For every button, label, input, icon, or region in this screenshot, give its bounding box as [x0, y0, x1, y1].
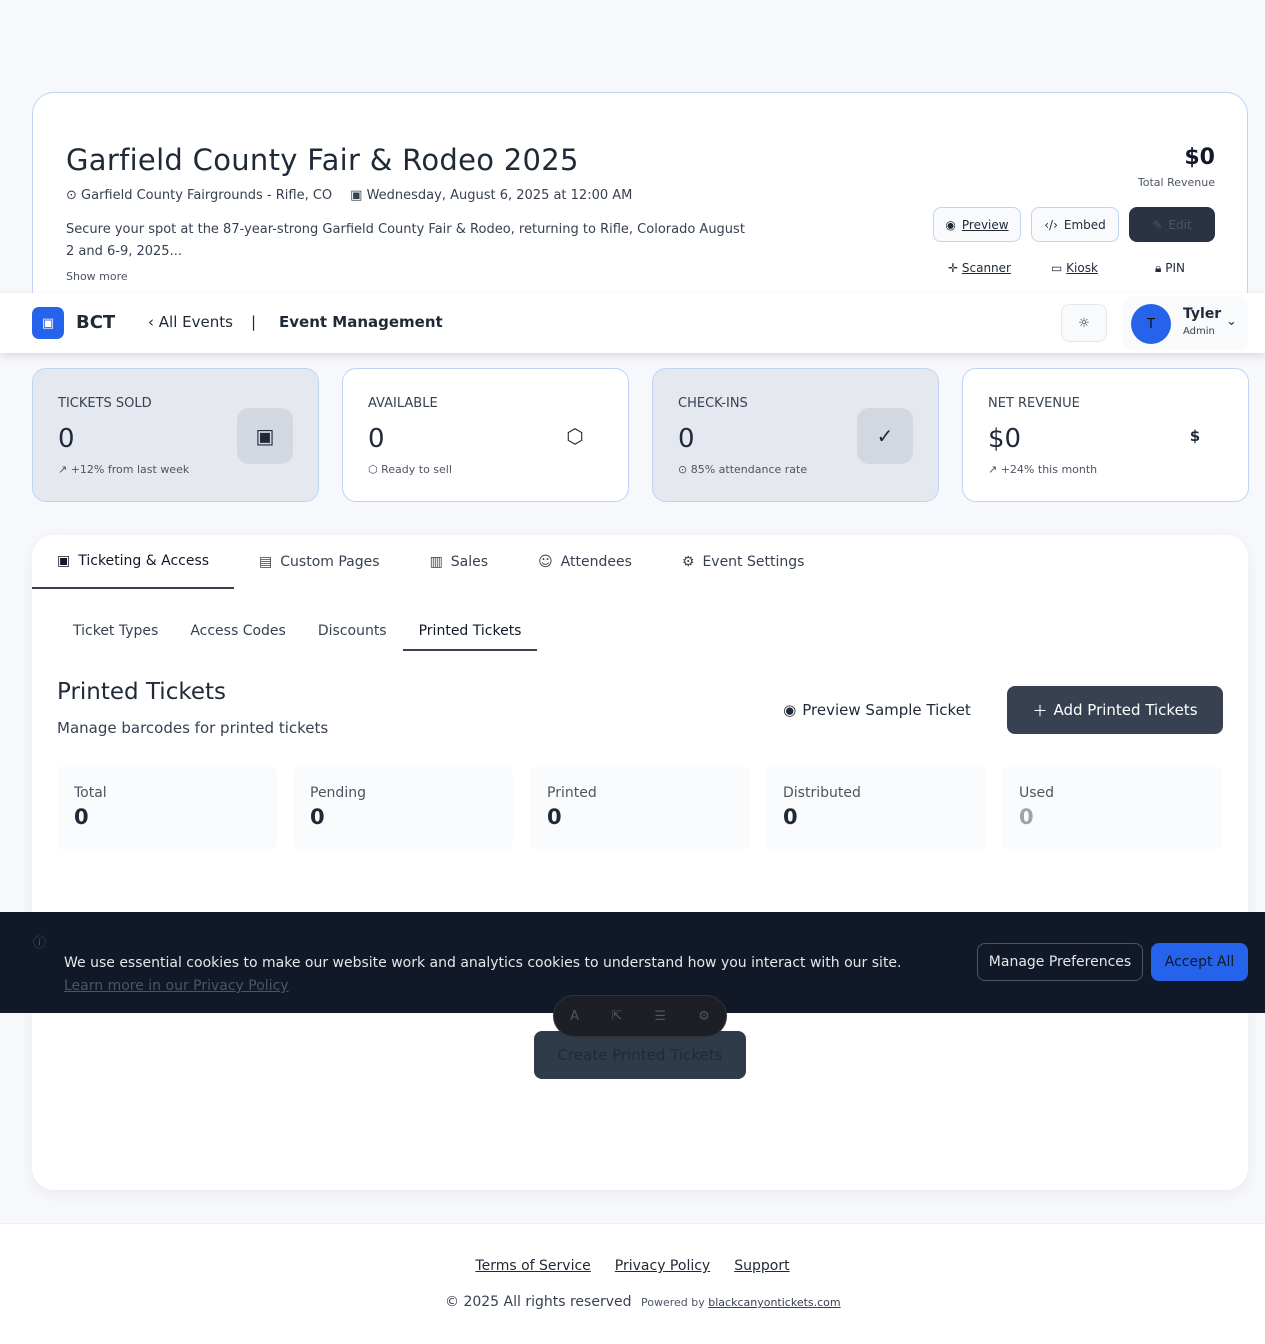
tab-attendees[interactable]: ☺ Attendees — [538, 554, 632, 570]
event-location: ⊙ Garfield County Fairgrounds - Rifle, C… — [66, 188, 333, 203]
create-printed-tickets-button[interactable]: Create Printed Tickets — [534, 1031, 746, 1079]
check-circle-icon: ✓ — [857, 408, 913, 464]
lock-icon: 🔒︎ — [1155, 261, 1166, 275]
users-icon: ☺ — [538, 554, 553, 570]
embed-button[interactable]: ‹/› Embed — [1031, 207, 1119, 242]
audit-icon[interactable]: ☰ — [654, 1008, 667, 1024]
show-more-link[interactable]: Show more — [66, 270, 128, 283]
chevron-down-icon: ⌄ — [1226, 314, 1237, 329]
event-title: Garfield County Fair & Rodeo 2025 — [66, 143, 579, 177]
subtab-ticket-types[interactable]: Ticket Types — [73, 623, 159, 639]
powered-by: Powered by — [641, 1296, 705, 1309]
box-icon: ⬡ — [566, 424, 584, 448]
all-events-link[interactable]: ‹ All Events — [148, 313, 233, 331]
stat-card-net-revenue: NET REVENUE $0 ↗ +24% this month $ — [962, 368, 1249, 502]
monitor-icon: ▭ — [1051, 261, 1067, 275]
preview-sample-ticket-button[interactable]: ◉ Preview Sample Ticket — [783, 701, 971, 719]
scanner-link[interactable]: ✛ Scanner — [948, 261, 1011, 275]
stat-card-available: AVAILABLE 0 ⬡ Ready to sell ⬡ — [342, 368, 629, 502]
subtab-discounts[interactable]: Discounts — [317, 623, 387, 639]
calendar-icon: ▣ — [350, 188, 367, 203]
kiosk-link[interactable]: ▭ Kiosk — [1051, 261, 1098, 275]
stat-printed: Printed 0 — [530, 765, 750, 851]
user-name: Tyler — [1183, 306, 1222, 322]
scanner-icon: ✛ — [948, 261, 962, 275]
event-header-card: Garfield County Fair & Rodeo 2025 ⊙ Garf… — [32, 92, 1248, 332]
gear-icon[interactable]: ⚙ — [698, 1008, 710, 1024]
user-role: Admin — [1183, 326, 1215, 337]
stat-total: Total 0 — [57, 765, 277, 851]
support-link[interactable]: Support — [734, 1258, 790, 1274]
dev-toolbar: A ⇱ ☰ ⚙ — [553, 995, 727, 1037]
location-pin-icon: ⊙ — [66, 188, 82, 203]
total-revenue: $0 — [1184, 145, 1215, 170]
subtab-printed-tickets[interactable]: Printed Tickets — [402, 615, 538, 651]
preview-button[interactable]: ◉ Preview — [933, 207, 1021, 242]
tab-ticketing-access[interactable]: ▣ Ticketing & Access — [32, 535, 235, 589]
privacy-link[interactable]: Privacy Policy — [614, 1258, 711, 1274]
tab-sales[interactable]: ▥ Sales — [429, 554, 489, 570]
plus-icon: ＋ — [1032, 701, 1048, 720]
cursor-icon[interactable]: ⇱ — [611, 1008, 623, 1024]
section-title: Printed Tickets — [57, 679, 226, 705]
privacy-policy-link[interactable]: Learn more in our Privacy Policy — [64, 978, 289, 994]
powered-by-link[interactable]: blackcanyontickets.com — [708, 1296, 841, 1309]
theme-toggle-sun-icon[interactable]: ☼ — [1061, 304, 1107, 342]
subtab-access-codes[interactable]: Access Codes — [190, 623, 286, 639]
code-icon: ‹/› — [1044, 217, 1058, 232]
add-printed-tickets-button[interactable]: ＋ Add Printed Tickets — [1007, 686, 1223, 734]
stat-distributed: Distributed 0 — [766, 765, 986, 851]
astro-icon[interactable]: A — [570, 1008, 580, 1024]
tab-custom-pages[interactable]: ▤ Custom Pages — [259, 554, 380, 570]
event-date: ▣ Wednesday, August 6, 2025 at 12:00 AM — [350, 188, 633, 203]
info-icon: ⓘ — [33, 936, 47, 951]
user-menu[interactable]: T Tyler Admin ⌄ — [1123, 296, 1248, 350]
accept-all-button[interactable]: Accept All — [1151, 943, 1248, 981]
dollar-icon: $ — [1189, 427, 1201, 445]
terms-link[interactable]: Terms of Service — [475, 1258, 591, 1274]
stat-card-tickets-sold: TICKETS SOLD 0 ↗ +12% from last week ▣ — [32, 368, 319, 502]
main-panel: ▣ Ticketing & Access ▤ Custom Pages ▥ Sales… — [32, 535, 1248, 1190]
stat-used: Used 0 — [1002, 765, 1222, 851]
edit-icon: ✎ — [1152, 217, 1163, 232]
tab-event-settings[interactable]: ⚙ Event Settings — [681, 554, 805, 570]
footer: Terms of Service Privacy Policy Support … — [0, 1223, 1265, 1344]
ticket-icon: ▣ — [237, 408, 293, 464]
gear-icon: ⚙ — [681, 554, 695, 570]
clipboard-icon: ▥ — [429, 554, 443, 570]
separator: | — [251, 313, 257, 331]
page-title: Event Management — [279, 313, 443, 331]
edit-button[interactable]: ✎ Edit — [1129, 207, 1215, 242]
brand-name: BCT — [76, 312, 116, 333]
manage-preferences-button[interactable]: Manage Preferences — [977, 943, 1143, 981]
total-revenue-label: Total Revenue — [1137, 176, 1215, 189]
ticket-logo-icon: ▣ — [32, 307, 64, 339]
eye-icon: ◉ — [945, 217, 956, 232]
top-navbar: ▣ BCT ‹ All Events | Event Management ☼ … — [0, 293, 1265, 353]
section-subtitle: Manage barcodes for printed tickets — [57, 719, 329, 737]
pin-link[interactable]: 🔒︎ PIN — [1155, 261, 1185, 275]
avatar: T — [1131, 304, 1171, 344]
eye-icon: ◉ — [783, 701, 797, 719]
stat-card-check-ins: CHECK-INS 0 ⊙ 85% attendance rate ✓ — [652, 368, 939, 502]
layout-icon: ▤ — [259, 554, 273, 570]
event-description: Secure your spot at the 87-year-strong G… — [66, 222, 745, 259]
copyright: © 2025 All rights reserved — [445, 1294, 632, 1310]
stat-pending: Pending 0 — [293, 765, 513, 851]
ticket-icon: ▣ — [57, 553, 71, 569]
